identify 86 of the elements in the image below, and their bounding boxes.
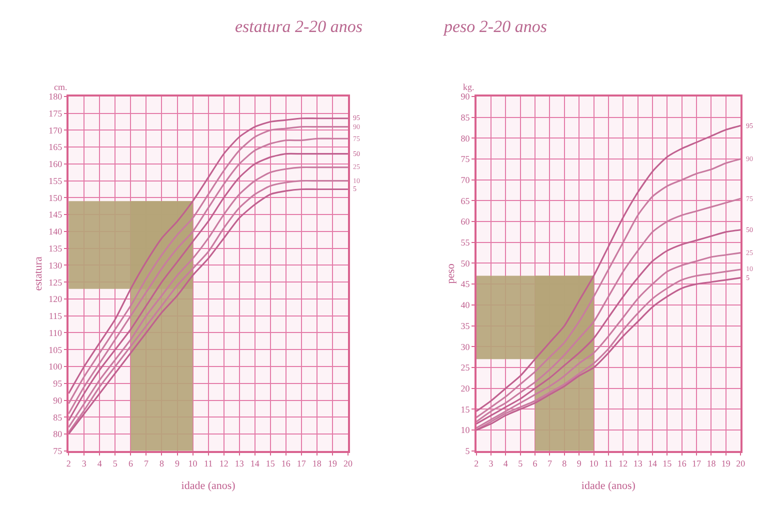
x-tick-label: 9 <box>576 458 582 468</box>
x-tick-label: 3 <box>488 458 494 468</box>
y-tick-label: 135 <box>48 243 63 254</box>
y-tick-label: 160 <box>48 159 63 170</box>
x-tick-label: 18 <box>706 458 716 468</box>
x-tick-label: 4 <box>97 458 102 468</box>
y-tick-label: 100 <box>48 362 63 372</box>
x-tick-label: 5 <box>112 458 118 468</box>
x-tick-label: 15 <box>662 458 672 468</box>
y-tick-label: 90 <box>460 92 470 102</box>
x-tick-label: 5 <box>518 458 524 468</box>
y-tick-label: 75 <box>460 154 470 164</box>
y-tick-label: 80 <box>53 429 63 440</box>
y-tick-label: 35 <box>460 320 470 331</box>
x-tick-label: 18 <box>312 458 322 468</box>
y-tick-label: 70 <box>460 174 470 185</box>
x-tick-label: 16 <box>281 458 291 468</box>
x-tick-label: 14 <box>250 458 260 468</box>
x-tick-label: 16 <box>677 458 687 468</box>
y-tick-label: 180 <box>48 92 63 102</box>
y-tick-label: 5 <box>465 446 470 456</box>
y-tick-label: 80 <box>460 133 470 144</box>
y-tick-label: 150 <box>48 192 63 203</box>
y-tick-label: 120 <box>48 294 63 304</box>
x-tick-label: 2 <box>66 458 71 468</box>
x-tick-label: 10 <box>188 458 198 468</box>
y-tick-label: 40 <box>460 300 470 310</box>
x-tick-label: 11 <box>204 458 213 468</box>
y-tick-label: 55 <box>460 238 470 248</box>
y-axis-title: estatura <box>32 256 45 291</box>
x-tick-label: 13 <box>234 458 244 468</box>
y-tick-label: 85 <box>53 412 63 422</box>
y-tick-label: 130 <box>48 260 63 270</box>
x-tick-label: 10 <box>589 458 599 468</box>
text: cm. <box>54 82 68 92</box>
y-tick-label: 170 <box>48 125 63 136</box>
y-tick-label: 10 <box>460 425 470 436</box>
x-tick-label: 15 <box>266 458 276 468</box>
y-tick-label: 85 <box>460 112 470 122</box>
x-tick-label: 8 <box>159 458 164 468</box>
x-tick-label: 19 <box>328 458 338 468</box>
chart-title: estatura 2-20 anos <box>235 17 363 36</box>
x-tick-label: 17 <box>692 458 702 468</box>
y-tick-label: 140 <box>48 226 63 237</box>
y-tick-label: 25 <box>460 362 470 373</box>
x-tick-label: 6 <box>532 458 538 468</box>
y-tick-label: 60 <box>460 216 470 227</box>
x-tick-label: 3 <box>82 458 87 468</box>
y-tick-label: 15 <box>460 404 470 414</box>
y-tick-label: 165 <box>48 142 63 152</box>
x-tick-label: 11 <box>604 458 613 468</box>
x-axis-title: idade (anos) <box>181 480 236 492</box>
x-tick-label: 12 <box>618 458 628 468</box>
x-tick-label: 7 <box>144 458 149 468</box>
y-tick-label: 65 <box>460 196 470 206</box>
x-tick-label: 4 <box>503 458 508 468</box>
y-tick-label: 145 <box>48 210 63 220</box>
chart-title: peso 2-20 anos <box>443 17 548 36</box>
x-tick-label: 6 <box>128 458 134 468</box>
y-tick-label: 110 <box>48 328 63 338</box>
y-axis-title: peso <box>444 263 457 284</box>
x-tick-label: 19 <box>721 458 731 468</box>
x-tick-label: 12 <box>219 458 228 468</box>
y-tick-label: 175 <box>48 108 63 118</box>
y-tick-label: 45 <box>460 279 470 290</box>
y-tick-label: 125 <box>48 277 63 288</box>
y-tick-label: 95 <box>53 378 63 389</box>
x-tick-label: 17 <box>296 458 306 468</box>
x-tick-label: 7 <box>547 458 552 468</box>
x-tick-label: 9 <box>175 458 180 468</box>
y-tick-label: 115 <box>48 311 63 322</box>
y-tick-label: 50 <box>460 258 470 268</box>
x-tick-label: 20 <box>343 458 353 468</box>
text: kg. <box>463 82 474 92</box>
x-tick-label: 2 <box>474 458 479 468</box>
x-tick-label: 13 <box>633 458 643 468</box>
y-tick-label: 155 <box>48 176 63 186</box>
x-axis-title: idade (anos) <box>581 480 636 492</box>
x-tick-label: 14 <box>648 458 658 468</box>
y-tick-label: 75 <box>53 446 63 456</box>
y-tick-label: 105 <box>48 344 63 355</box>
y-tick-label: 30 <box>460 342 470 352</box>
x-tick-label: 20 <box>736 458 746 468</box>
y-tick-label: 20 <box>460 383 470 394</box>
x-tick-label: 8 <box>562 458 568 468</box>
y-tick-label: 90 <box>53 395 63 406</box>
